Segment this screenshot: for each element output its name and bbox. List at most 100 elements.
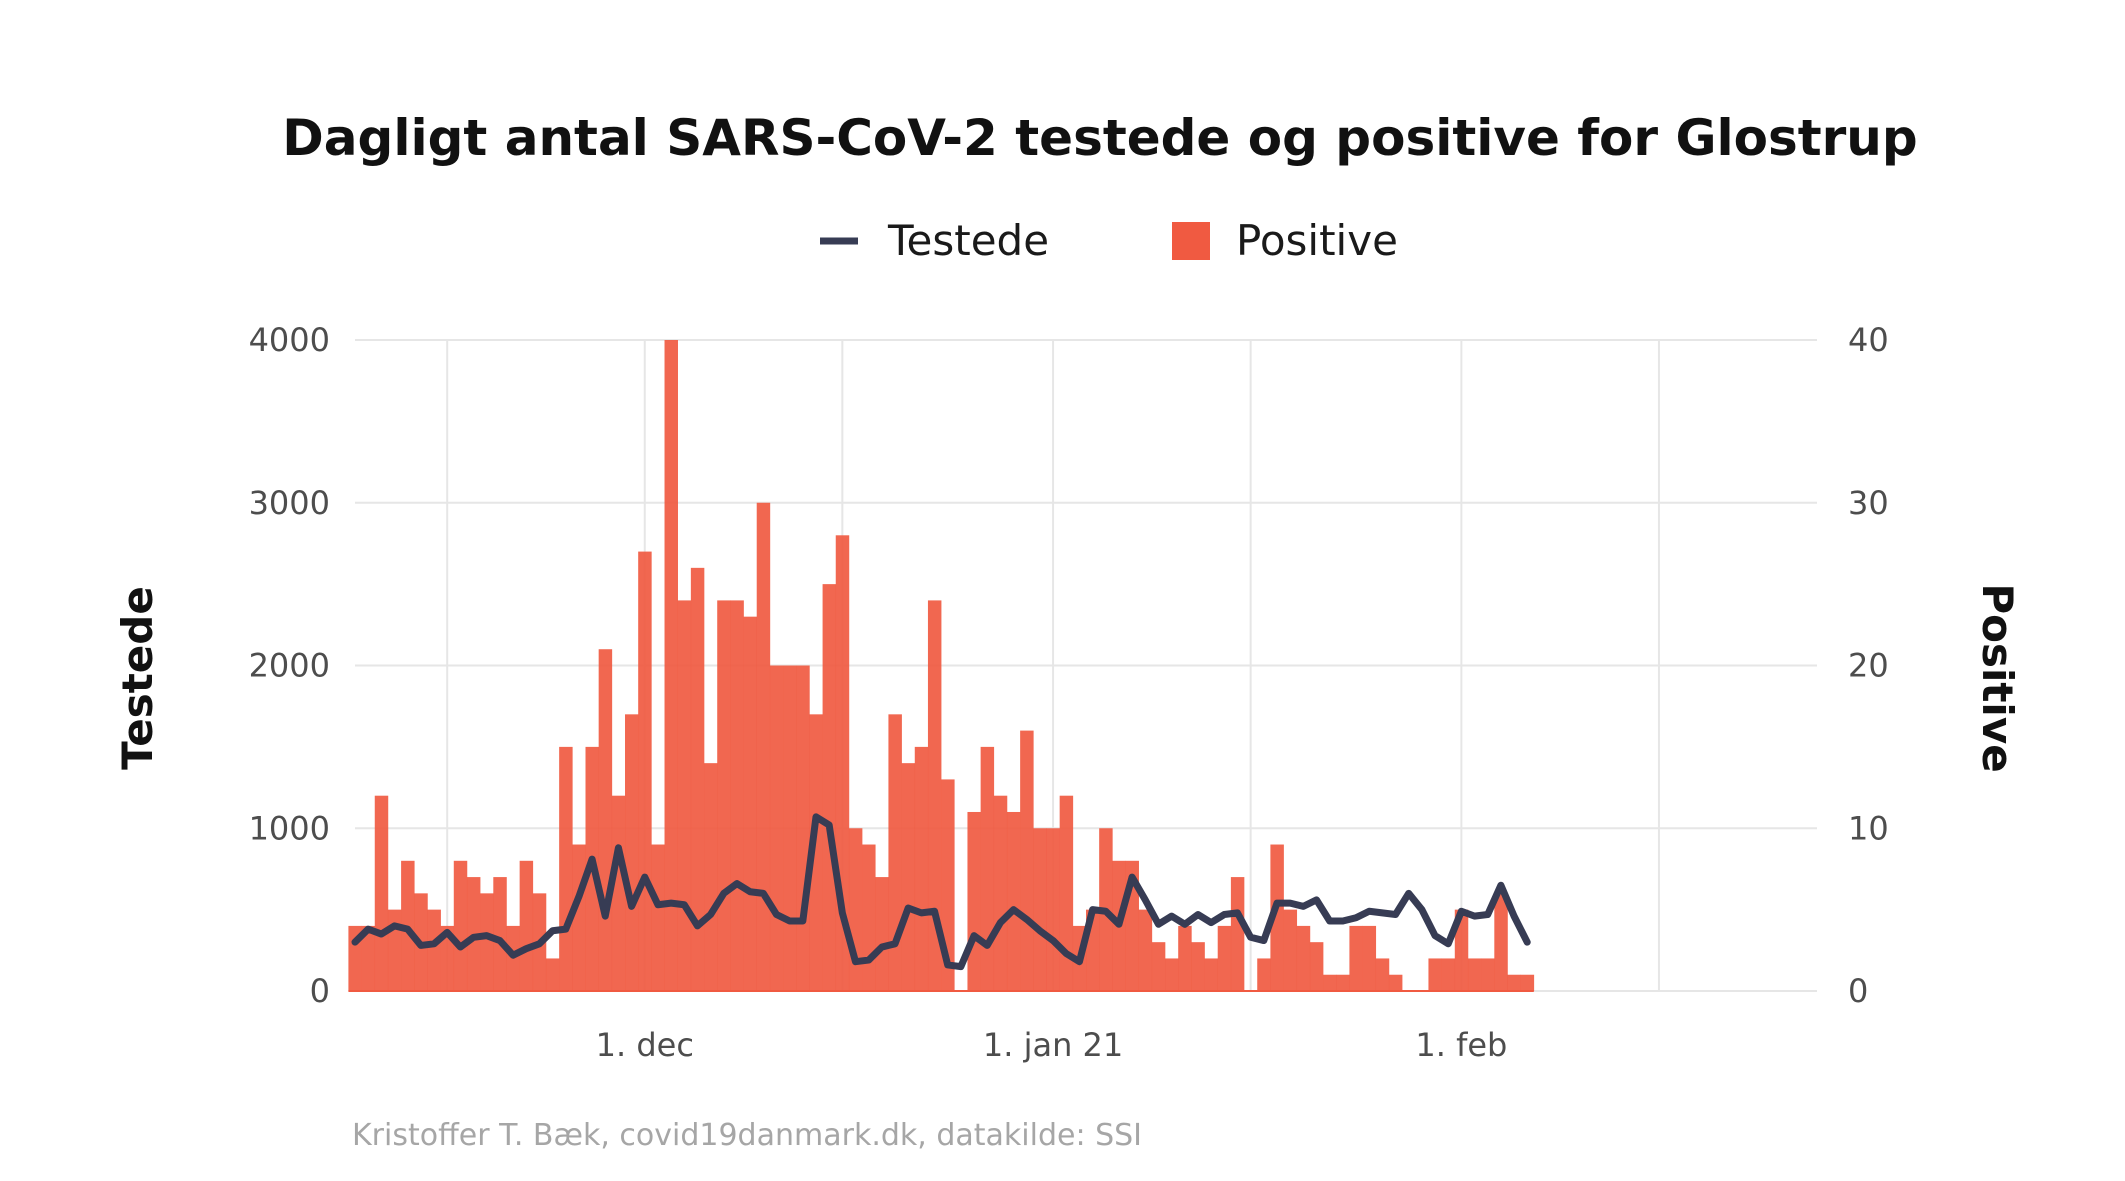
right-axis-tick-label: 30 (1848, 484, 1889, 522)
positive-bar (453, 860, 468, 991)
positive-bar (967, 811, 981, 991)
positive-bar (519, 860, 534, 991)
positive-bar (374, 795, 389, 991)
left-axis-title: Testede (113, 586, 162, 770)
positive-bar (1138, 909, 1153, 992)
positive-bars (348, 340, 1535, 992)
positive-bar (625, 714, 639, 991)
positive-bar (1006, 811, 1021, 991)
positive-bar (1349, 925, 1363, 991)
right-axis-tick-label: 10 (1848, 809, 1889, 847)
positive-bar (1151, 942, 1166, 991)
positive-bar (690, 567, 705, 991)
positive-bar (1362, 925, 1377, 991)
testede-line-path (351, 813, 1531, 971)
positive-bar (1257, 958, 1271, 991)
legend: Testede Positive (820, 216, 1398, 265)
legend-label-positive: Positive (1236, 216, 1398, 265)
positive-bar (387, 909, 402, 992)
positive-bar (493, 877, 507, 991)
x-axis-ticks: 1. dec 1. jan 21 1. feb (596, 1026, 1508, 1064)
right-axis-title: Positive (1973, 583, 2022, 772)
chart-title: Dagligt antal SARS-CoV-2 testede og posi… (282, 109, 1917, 167)
positive-bar (1481, 958, 1495, 991)
positive-bar (1270, 844, 1284, 991)
positive-bar (1230, 877, 1245, 991)
left-axis-tick-label: 4000 (249, 321, 330, 359)
right-axis-tick-label: 40 (1848, 321, 1889, 359)
positive-bar (796, 665, 810, 991)
positive-bar (1059, 795, 1074, 991)
testede-line (351, 813, 1531, 971)
positive-bar (875, 877, 889, 991)
positive-bar (1375, 958, 1390, 991)
positive-bar (888, 714, 902, 991)
positive-bar (1296, 925, 1311, 991)
right-axis-tick-label: 20 (1848, 647, 1889, 685)
positive-bar (559, 746, 573, 992)
right-axis-ticks: 0 10 20 30 40 (1848, 321, 1889, 1010)
legend-label-testede: Testede (887, 216, 1049, 265)
right-axis-tick-label: 0 (1848, 972, 1868, 1010)
positive-bar (651, 844, 665, 991)
positive-bar (1441, 958, 1456, 991)
positive-bar (638, 551, 652, 991)
positive-bar (480, 893, 494, 991)
positive-bar (1309, 942, 1324, 991)
positive-bar (440, 925, 455, 991)
positive-bar (1191, 942, 1205, 991)
positive-bar (611, 795, 626, 991)
positive-bar (1467, 958, 1482, 991)
positive-bar (1428, 958, 1442, 991)
left-axis-tick-label: 2000 (249, 647, 330, 685)
x-axis-tick-label: 1. dec (596, 1026, 694, 1064)
left-axis-ticks: 0 1000 2000 3000 4000 (249, 321, 330, 1010)
left-axis-tick-label: 1000 (249, 809, 330, 847)
positive-bar (717, 600, 731, 991)
positive-bar (809, 714, 823, 991)
positive-bar (848, 828, 863, 991)
positive-bar (545, 958, 560, 991)
positive-bar (1520, 974, 1535, 991)
positive-bar (677, 600, 692, 991)
positive-bar (1204, 958, 1219, 991)
positive-bar (427, 909, 441, 992)
left-axis-tick-label: 0 (310, 972, 330, 1010)
chart-caption: Kristoffer T. Bæk, covid19danmark.dk, da… (352, 1118, 1142, 1153)
positive-bar (1507, 974, 1521, 991)
positive-bar (1336, 974, 1350, 991)
positive-bar (1454, 909, 1469, 992)
positive-bar (1283, 909, 1298, 992)
positive-bar (1165, 958, 1179, 991)
positive-bar (993, 795, 1008, 991)
positive-bar (1033, 828, 1047, 991)
left-axis-tick-label: 3000 (249, 484, 330, 522)
positive-bar (704, 763, 718, 991)
positive-bar (730, 600, 744, 991)
positive-bar (361, 925, 376, 991)
positive-bar (1020, 730, 1034, 991)
positive-bar (1178, 925, 1192, 991)
positive-bar (914, 746, 929, 992)
positive-bar (927, 600, 942, 991)
positive-bar (1494, 893, 1508, 991)
positive-bar (1046, 828, 1060, 991)
positive-bar (756, 502, 771, 991)
x-axis-tick-label: 1. feb (1415, 1026, 1507, 1064)
positive-bar (664, 340, 678, 991)
positive-bar (901, 763, 916, 991)
positive-bar (1217, 925, 1232, 991)
x-axis-tick-label: 1. jan 21 (983, 1026, 1123, 1064)
positive-bar (822, 584, 837, 992)
positive-bar (769, 665, 784, 991)
positive-bar (572, 844, 586, 991)
positive-bar (598, 649, 613, 991)
positive-bar (1323, 974, 1337, 991)
legend-swatch-positive (1172, 222, 1210, 260)
positive-bar (783, 665, 797, 991)
positive-bar (862, 844, 876, 991)
positive-bar (1388, 974, 1403, 991)
positive-bar (743, 616, 758, 991)
positive-bar (980, 746, 995, 992)
